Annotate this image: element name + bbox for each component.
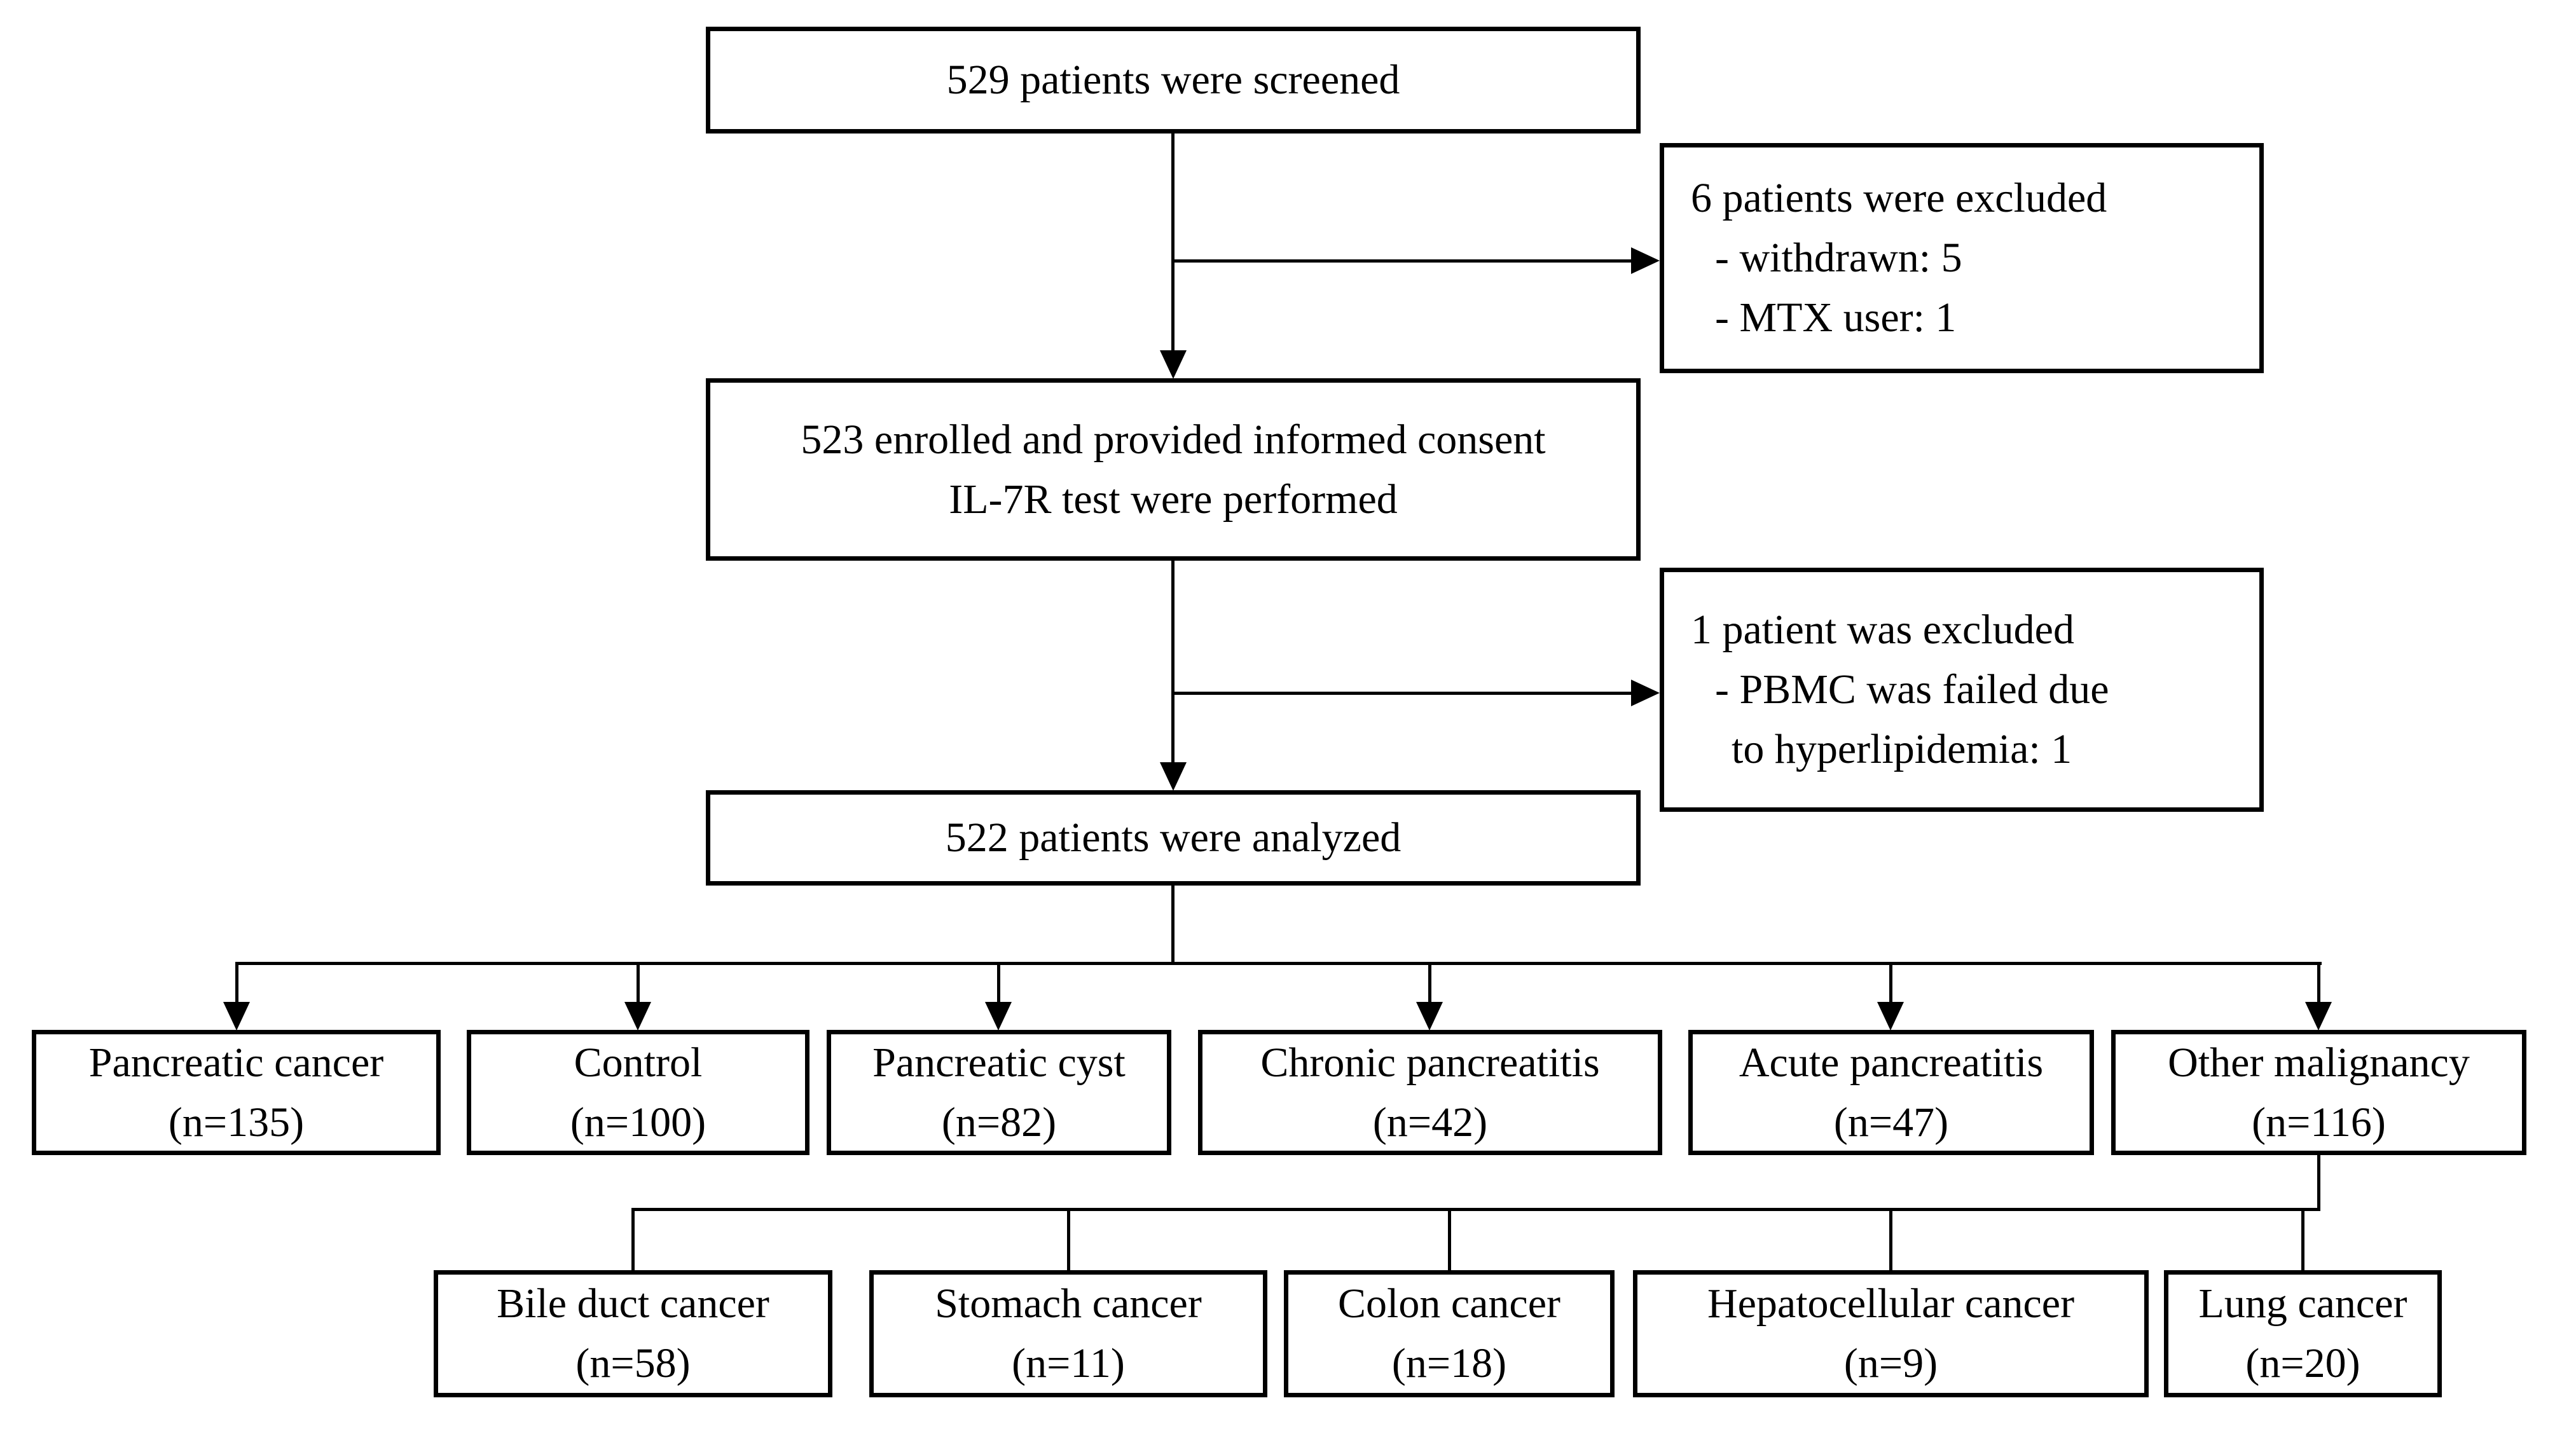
arrow-down-head-group-1 — [223, 1002, 250, 1031]
group-n: (n=82) — [941, 1099, 1057, 1146]
subgroup-box-lung-cancer: Lung cancer (n=20) — [2164, 1270, 2442, 1397]
subgroup-box-hepatocellular-cancer: Hepatocellular cancer (n=9) — [1633, 1270, 2149, 1397]
connector-branch-excluded-1 — [1173, 259, 1632, 263]
subgroup-label: Colon cancer — [1337, 1280, 1560, 1327]
arrow-down-head-group-6 — [2305, 1002, 2332, 1031]
connector-subgroup-drop-1 — [631, 1208, 635, 1270]
enrolled-line-1: 523 enrolled and provided informed conse… — [801, 416, 1546, 463]
arrow-down-head-analyzed — [1160, 762, 1187, 791]
group-label: Control — [574, 1039, 703, 1086]
enrolled-line-2: IL-7R test were performed — [949, 476, 1398, 523]
connector-subgroup-drop-3 — [1448, 1208, 1451, 1270]
group-box-pancreatic-cancer: Pancreatic cancer (n=135) — [32, 1030, 441, 1155]
group-box-other-malignancy: Other malignancy (n=116) — [2111, 1030, 2526, 1155]
connector-enrolled-to-analyzed — [1171, 561, 1174, 764]
analyzed-text: 522 patients were analyzed — [945, 814, 1402, 861]
excluded-2-item-pbmc-cont: to hyperlipidemia: 1 — [1732, 725, 2072, 772]
group-n: (n=135) — [168, 1099, 305, 1146]
subgroup-n: (n=18) — [1391, 1340, 1507, 1387]
connector-analyzed-stem — [1171, 886, 1174, 965]
excluded-1-title: 6 patients were excluded — [1691, 175, 2107, 222]
group-box-control: Control (n=100) — [467, 1030, 809, 1155]
subgroup-n: (n=58) — [575, 1340, 691, 1387]
connector-group-drop-4 — [1428, 962, 1431, 1003]
connector-group-drop-6 — [2317, 962, 2320, 1003]
flow-box-screened: 529 patients were screened — [706, 27, 1641, 134]
group-label: Acute pancreatitis — [1739, 1039, 2044, 1086]
group-n: (n=42) — [1372, 1099, 1488, 1146]
connector-group-drop-3 — [997, 962, 1000, 1003]
connector-group-drop-2 — [637, 962, 640, 1003]
connector-screened-to-enrolled — [1171, 134, 1174, 352]
excluded-2-item-pbmc: - PBMC was failed due — [1715, 666, 2109, 713]
subgroup-box-bile-duct-cancer: Bile duct cancer (n=58) — [434, 1270, 832, 1397]
arrow-down-head-group-2 — [624, 1002, 651, 1031]
connector-branch-excluded-2 — [1173, 692, 1632, 695]
subgroup-label: Stomach cancer — [935, 1280, 1202, 1327]
excluded-1-item-mtx: - MTX user: 1 — [1715, 294, 1957, 341]
subgroup-label: Bile duct cancer — [497, 1280, 769, 1327]
arrow-down-head-group-3 — [985, 1002, 1012, 1031]
connector-group-drop-1 — [235, 962, 238, 1003]
group-label: Pancreatic cyst — [872, 1039, 1126, 1086]
connector-subgroup-drop-4 — [1889, 1208, 1892, 1270]
group-label: Other malignancy — [2168, 1039, 2470, 1086]
group-n: (n=100) — [570, 1099, 706, 1146]
group-label: Pancreatic cancer — [88, 1039, 384, 1086]
connector-subgroup-drop-2 — [1067, 1208, 1070, 1270]
flow-box-excluded-1: 6 patients were excluded - withdrawn: 5 … — [1660, 143, 2264, 373]
connector-subgroups-rail — [631, 1208, 2320, 1211]
arrow-down-head-group-4 — [1416, 1002, 1443, 1031]
subgroup-label: Lung cancer — [2198, 1280, 2407, 1327]
flow-box-excluded-2: 1 patient was excluded - PBMC was failed… — [1660, 568, 2264, 812]
arrow-right-head-excluded-2 — [1631, 680, 1660, 706]
subgroup-n: (n=9) — [1843, 1340, 1938, 1387]
connector-other-malignancy-stem — [2317, 1155, 2320, 1211]
connector-group-drop-5 — [1889, 962, 1892, 1003]
group-box-chronic-pancreatitis: Chronic pancreatitis (n=42) — [1198, 1030, 1662, 1155]
arrow-down-head-enrolled — [1160, 350, 1187, 379]
subgroup-label: Hepatocellular cancer — [1707, 1280, 2075, 1327]
group-label: Chronic pancreatitis — [1260, 1039, 1600, 1086]
subgroup-n: (n=11) — [1012, 1340, 1125, 1387]
group-box-pancreatic-cyst: Pancreatic cyst (n=82) — [827, 1030, 1171, 1155]
flow-box-analyzed: 522 patients were analyzed — [706, 790, 1641, 886]
flow-box-enrolled: 523 enrolled and provided informed conse… — [706, 378, 1641, 561]
screened-text: 529 patients were screened — [946, 57, 1400, 104]
arrow-right-head-excluded-1 — [1631, 247, 1660, 274]
excluded-2-title: 1 patient was excluded — [1691, 606, 2074, 654]
excluded-1-item-withdrawn: - withdrawn: 5 — [1715, 235, 1962, 282]
arrow-down-head-group-5 — [1877, 1002, 1904, 1031]
connector-groups-rail — [235, 962, 2322, 965]
group-box-acute-pancreatitis: Acute pancreatitis (n=47) — [1688, 1030, 2094, 1155]
group-n: (n=116) — [2252, 1099, 2386, 1146]
subgroup-box-stomach-cancer: Stomach cancer (n=11) — [869, 1270, 1267, 1397]
connector-subgroup-drop-5 — [2301, 1208, 2304, 1270]
subgroup-n: (n=20) — [2245, 1340, 2360, 1387]
subgroup-box-colon-cancer: Colon cancer (n=18) — [1284, 1270, 1615, 1397]
group-n: (n=47) — [1833, 1099, 1949, 1146]
